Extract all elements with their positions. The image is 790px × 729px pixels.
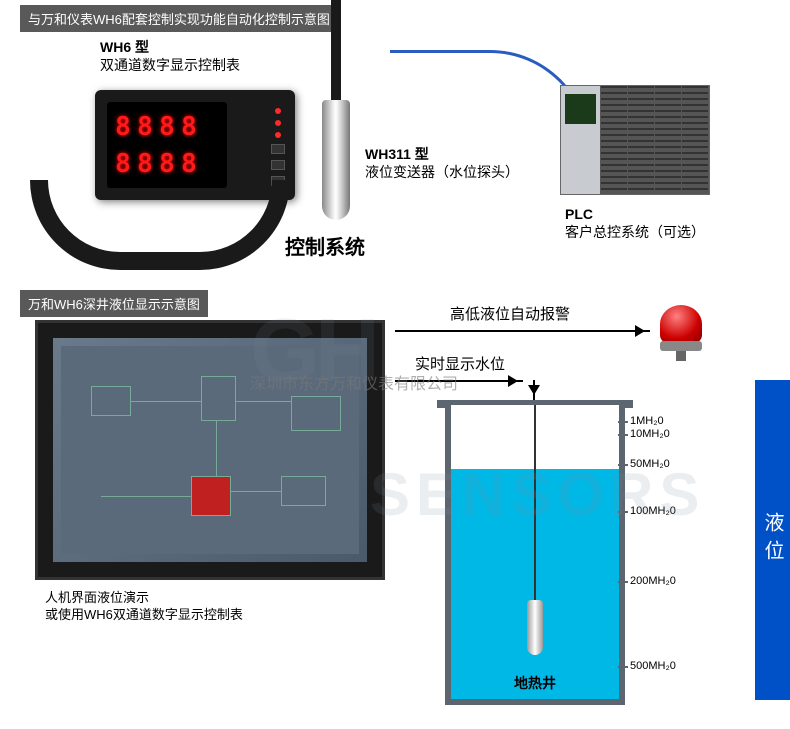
alarm-label: 高低液位自动报警 xyxy=(450,305,570,325)
arrow-to-alarm xyxy=(395,330,650,332)
scale-mark: 1MH₂0 xyxy=(630,415,664,427)
alarm-light xyxy=(660,305,702,360)
plc-label: PLC 客户总控系统（可选） xyxy=(565,205,705,241)
plc-device xyxy=(560,85,710,195)
watermark-sensors: SENSORS xyxy=(370,460,705,529)
watermark-text: 深圳市东方万和仪表有限公司 xyxy=(250,370,458,394)
header-mid: 万和WH6深井液位显示示意图 xyxy=(20,290,208,317)
sidebar-category: 液位 xyxy=(755,380,790,700)
meter-controls xyxy=(271,108,285,186)
probe-wh311 xyxy=(322,100,350,220)
well-probe xyxy=(527,600,543,655)
arrow-realtime-v xyxy=(533,380,535,400)
control-system-label: 控制系统 xyxy=(285,235,365,261)
scale-mark: 200MH₂0 xyxy=(630,575,676,587)
cable-coil xyxy=(30,180,290,270)
wh6-label: WH6 型 双通道数字显示控制表 xyxy=(100,38,240,74)
geothermal-well: 地热井 xyxy=(445,405,625,705)
probe-cable xyxy=(331,0,341,105)
meter-screen: 8888 8888 xyxy=(107,102,227,188)
wh311-label: WH311 型 液位变送器（水位探头） xyxy=(365,145,519,181)
scale-mark: 500MH₂0 xyxy=(630,660,676,672)
scale-mark: 10MH₂0 xyxy=(630,428,670,440)
hmi-caption: 人机界面液位演示 或使用WH6双通道数字显示控制表 xyxy=(45,590,243,624)
well-caption: 地热井 xyxy=(514,673,556,693)
header-top: 与万和仪表WH6配套控制实现功能自动化控制示意图 xyxy=(20,5,338,32)
